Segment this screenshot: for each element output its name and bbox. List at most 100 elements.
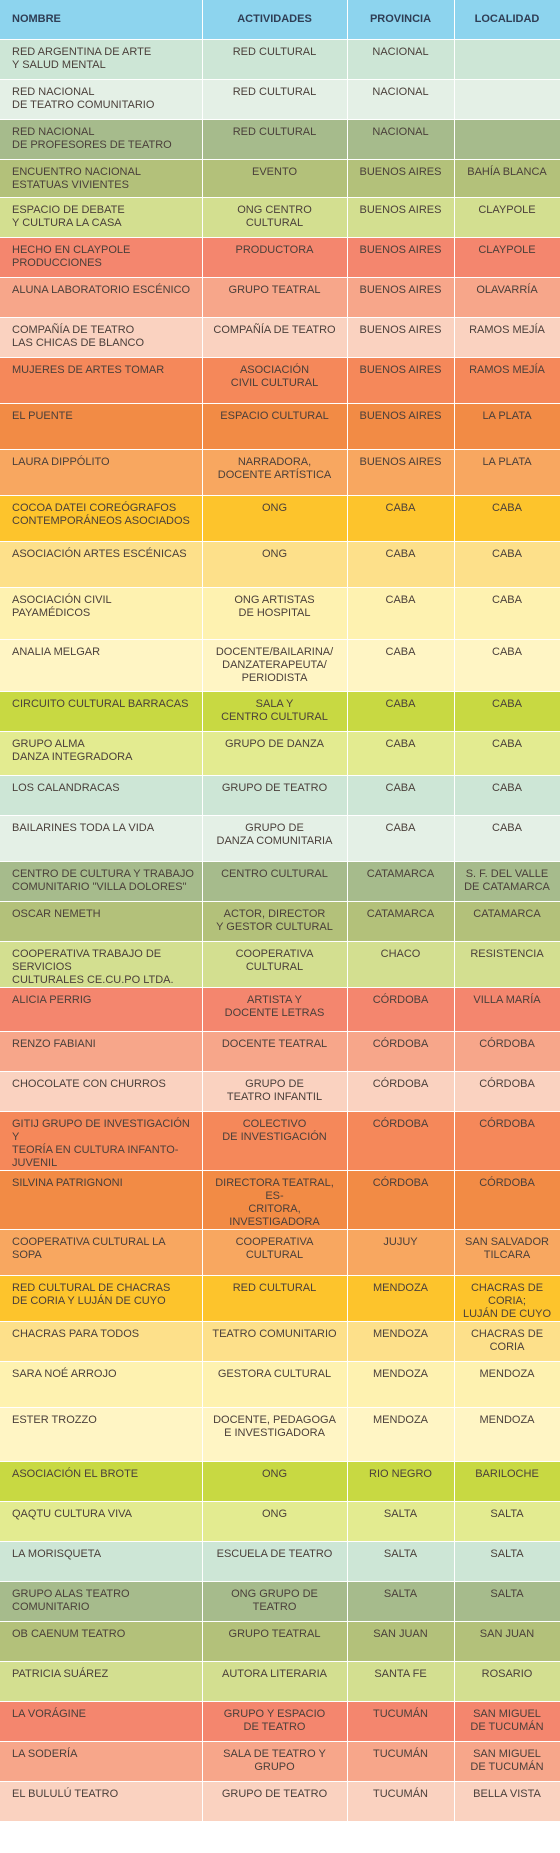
- cell-nombre: COMPAÑÍA DE TEATRO LAS CHICAS DE BLANCO: [0, 317, 203, 358]
- cell-provincia: CABA: [347, 775, 455, 816]
- cell-nombre-text: ASOCIACIÓN EL BROTE: [12, 1468, 139, 1480]
- table-row: LAURA DIPPÓLITO NARRADORA, DOCENTE ARTÍST…: [0, 449, 560, 496]
- cell-actividades-text: ONG GRUPO DE TEATRO: [231, 1588, 318, 1613]
- cell-localidad-text: CÓRDOBA: [479, 1038, 535, 1050]
- cell-nombre: HECHO EN CLAYPOLE PRODUCCIONES: [0, 237, 203, 278]
- cell-localidad-text: CHACRAS DE CORIA; LUJÁN DE CUYO: [462, 1282, 552, 1320]
- cell-localidad: CABA: [454, 691, 560, 732]
- cell-localidad: SAN SALVADOR TILCARA: [454, 1229, 560, 1276]
- cell-provincia-text: BUENOS AIRES: [359, 324, 442, 336]
- cell-nombre-text: OSCAR NEMETH: [12, 908, 101, 920]
- cell-localidad: SAN MIGUEL DE TUCUMÁN: [454, 1701, 560, 1742]
- cell-provincia: NACIONAL: [347, 119, 455, 160]
- cell-actividades-text: GRUPO TEATRAL: [228, 284, 321, 296]
- cell-actividades-text: COOPERATIVA CULTURAL: [235, 948, 314, 973]
- cell-localidad-text: CÓRDOBA: [479, 1177, 535, 1189]
- cell-localidad-text: CABA: [492, 698, 522, 710]
- cell-nombre-text: PATRICIA SUÁREZ: [12, 1668, 109, 1680]
- cell-nombre: OSCAR NEMETH: [0, 901, 203, 942]
- table-row: CHACRAS PARA TODOS TEATRO COMUNITARIO MEND…: [0, 1321, 560, 1362]
- table-row: LOS CALANDRACAS GRUPO DE TEATRO CABA CABA: [0, 775, 560, 816]
- cell-provincia: CABA: [347, 731, 455, 776]
- cell-provincia: MENDOZA: [347, 1321, 455, 1362]
- cell-localidad-text: SALTA: [490, 1508, 524, 1520]
- cell-localidad-text: SALTA: [490, 1548, 524, 1560]
- table-row: LA VORÁGINE GRUPO Y ESPACIO DE TEATRO TUCU…: [0, 1701, 560, 1742]
- cell-localidad: SALTA: [454, 1541, 560, 1582]
- cell-provincia-text: BUENOS AIRES: [359, 166, 442, 178]
- cell-nombre: ASOCIACIÓN ARTES ESCÉNICAS: [0, 541, 203, 588]
- cell-nombre: ANALIA MELGAR: [0, 639, 203, 692]
- cell-actividades: TEATRO COMUNITARIO: [202, 1321, 348, 1362]
- cell-nombre: ALICIA PERRIG: [0, 987, 203, 1032]
- table-row: GRUPO ALMA DANZA INTEGRADORA GRUPO DE DAN…: [0, 731, 560, 776]
- cell-localidad-text: CABA: [492, 782, 522, 794]
- cell-localidad: VILLA MARÍA: [454, 987, 560, 1032]
- table-row: RED NACIONAL DE PROFESORES DE TEATRO RED …: [0, 119, 560, 160]
- cell-provincia: MENDOZA: [347, 1407, 455, 1462]
- cell-provincia-text: CABA: [385, 822, 416, 834]
- table-row: COCOA DATEI COREÓGRAFOS CONTEMPORÁNEOS A…: [0, 495, 560, 542]
- cell-actividades-text: RED CULTURAL: [232, 86, 317, 98]
- cell-nombre: SARA NOÉ ARROJO: [0, 1361, 203, 1408]
- cell-provincia: BUENOS AIRES: [347, 237, 455, 278]
- cell-provincia: CATAMARCA: [347, 901, 455, 942]
- cell-provincia: NACIONAL: [347, 79, 455, 120]
- cell-nombre: ASOCIACIÓN EL BROTE: [0, 1461, 203, 1502]
- cell-actividades-text: SALA Y CENTRO CULTURAL: [221, 698, 328, 723]
- cell-nombre: EL BULULÚ TEATRO: [0, 1781, 203, 1822]
- cell-actividades: DIRECTORA TEATRAL, ES- CRITORA, INVESTIG…: [202, 1170, 348, 1230]
- cell-nombre-text: QAQTU CULTURA VIVA: [12, 1508, 133, 1520]
- table-body: RED ARGENTINA DE ARTE Y SALUD MENTAL RED …: [0, 39, 560, 1822]
- cell-actividades-text: GRUPO TEATRAL: [228, 1628, 321, 1640]
- cell-localidad: RAMOS MEJÍA: [454, 317, 560, 358]
- cell-localidad: SAN MIGUEL DE TUCUMÁN: [454, 1741, 560, 1782]
- cell-provincia-text: CATAMARCA: [366, 908, 435, 920]
- cell-localidad: CLAYPOLE: [454, 197, 560, 238]
- table-row: GRUPO ALAS TEATRO COMUNITARIO ONG GRUPO D…: [0, 1581, 560, 1622]
- cell-nombre-text: MUJERES DE ARTES TOMAR: [12, 364, 165, 376]
- cell-provincia-text: CÓRDOBA: [372, 1177, 429, 1189]
- cell-nombre: CIRCUITO CULTURAL BARRACAS: [0, 691, 203, 732]
- cell-nombre: ASOCIACIÓN CIVIL PAYAMÉDICOS: [0, 587, 203, 640]
- cell-nombre-text: LA MORISQUETA: [12, 1548, 102, 1560]
- cell-nombre: QAQTU CULTURA VIVA: [0, 1501, 203, 1542]
- cell-nombre-text: LA VORÁGINE: [12, 1708, 86, 1720]
- cell-provincia: SAN JUAN: [347, 1621, 455, 1662]
- table-row: SARA NOÉ ARROJO GESTORA CULTURAL MENDOZA ME…: [0, 1361, 560, 1408]
- cell-actividades-text: CENTRO CULTURAL: [221, 868, 328, 880]
- cell-actividades: DOCENTE, PEDAGOGA E INVESTIGADORA: [202, 1407, 348, 1462]
- cell-nombre-text: SILVINA PATRIGNONI: [12, 1177, 123, 1189]
- cell-provincia: CABA: [347, 541, 455, 588]
- cell-actividades: RED CULTURAL: [202, 39, 348, 80]
- cell-nombre-text: BAILARINES TODA LA VIDA: [12, 822, 155, 834]
- cell-nombre-text: GRUPO ALMA DANZA INTEGRADORA: [12, 738, 133, 763]
- cell-provincia-text: SALTA: [383, 1588, 418, 1600]
- cell-nombre-text: GITIJ GRUPO DE INVESTIGACIÓN Y TEORÍA EN…: [12, 1118, 190, 1169]
- cell-actividades: COOPERATIVA CULTURAL: [202, 1229, 348, 1276]
- cell-actividades-text: PRODUCTORA: [235, 244, 314, 256]
- table-row: BAILARINES TODA LA VIDA GRUPO DE DANZA CO…: [0, 815, 560, 862]
- cell-nombre-text: EL PUENTE: [12, 410, 73, 422]
- cell-nombre: COOPERATIVA TRABAJO DE SERVICIOS CULTURA…: [0, 941, 203, 988]
- cell-provincia-text: BUENOS AIRES: [359, 456, 442, 468]
- cell-actividades: ARTISTA Y DOCENTE LETRAS: [202, 987, 348, 1032]
- table-row: RED NACIONAL DE TEATRO COMUNITARIO RED CU…: [0, 79, 560, 120]
- cell-actividades: ONG CENTRO CULTURAL: [202, 197, 348, 238]
- cell-localidad: S. F. DEL VALLE DE CATAMARCA: [454, 861, 560, 902]
- cell-provincia: CÓRDOBA: [347, 987, 455, 1032]
- cell-provincia-text: MENDOZA: [373, 1328, 428, 1340]
- cell-localidad: [454, 119, 560, 160]
- cell-provincia: CABA: [347, 495, 455, 542]
- table-row: RENZO FABIANI DOCENTE TEATRAL CÓRDOBA CÓRDO…: [0, 1031, 560, 1072]
- table-row: MUJERES DE ARTES TOMAR ASOCIACIÓN CIVIL C…: [0, 357, 560, 404]
- cell-provincia-text: CHACO: [380, 948, 421, 960]
- cell-localidad-text: CHACRAS DE CORIA: [470, 1328, 544, 1353]
- cell-actividades-text: RED CULTURAL: [232, 46, 317, 58]
- table-row: ESPACIO DE DEBATE Y CULTURA LA CASA ONG C…: [0, 197, 560, 238]
- cell-provincia: TUCUMÁN: [347, 1741, 455, 1782]
- cell-nombre-text: COMPAÑÍA DE TEATRO LAS CHICAS DE BLANCO: [12, 324, 145, 349]
- cell-actividades: ESPACIO CULTURAL: [202, 403, 348, 450]
- cell-provincia: CÓRDOBA: [347, 1170, 455, 1230]
- cell-actividades-text: ESPACIO CULTURAL: [220, 410, 329, 422]
